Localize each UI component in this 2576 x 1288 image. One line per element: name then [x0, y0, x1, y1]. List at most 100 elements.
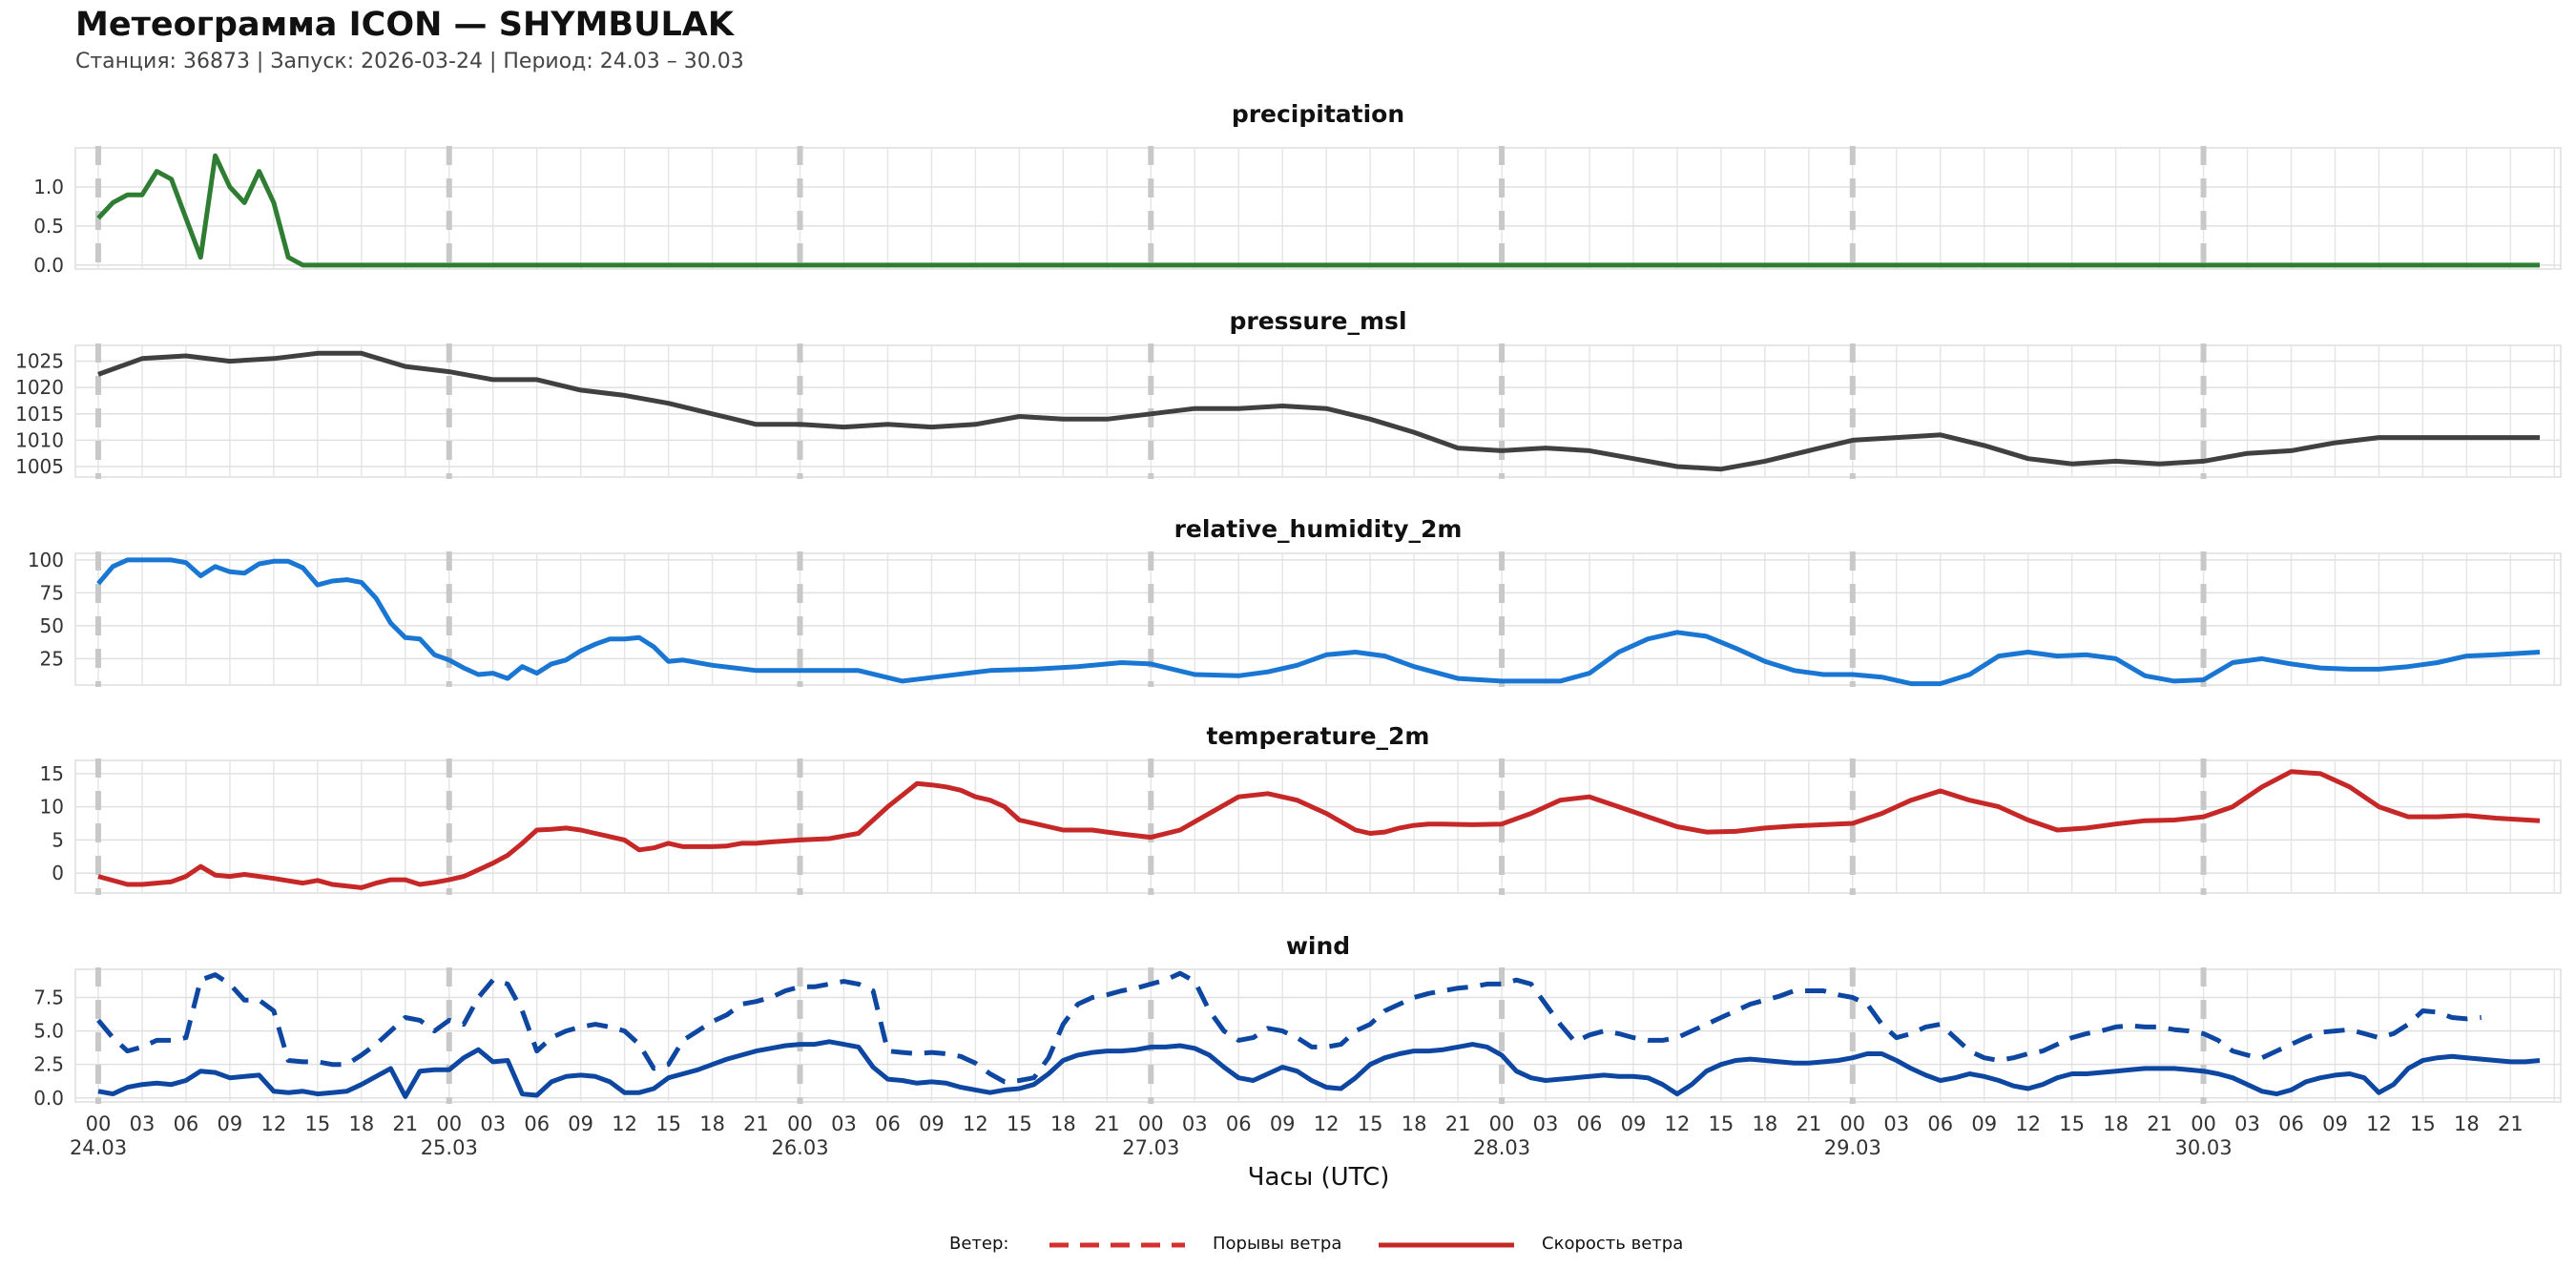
- series-line-wind: [97, 1039, 2541, 1099]
- y-tick-label: 15: [40, 762, 64, 785]
- x-tick-label: 18: [1752, 1112, 1777, 1135]
- x-tick-label: 21: [392, 1112, 418, 1135]
- x-tick-label: 09: [2322, 1112, 2348, 1135]
- legend-heading: Ветер:: [949, 1234, 1009, 1254]
- y-tick-label: 0.0: [33, 1087, 64, 1110]
- panel-frame: [74, 344, 2562, 478]
- y-tick-label: 1025: [15, 350, 64, 373]
- y-tick-label: 50: [40, 614, 64, 637]
- x-tick-label: 18: [2454, 1112, 2480, 1135]
- panel-frame: [74, 968, 2562, 1103]
- panel-frame: [74, 759, 2562, 894]
- panel-title: wind: [1286, 932, 1350, 960]
- x-tick-label: 18: [1050, 1112, 1076, 1135]
- x-tick-label: 03: [130, 1112, 156, 1135]
- series-line-wind-dashed: [96, 970, 2482, 1085]
- x-tick-label: 09: [1971, 1112, 1997, 1135]
- x-tick-label: 12: [2015, 1112, 2041, 1135]
- x-tick-label: 21: [743, 1112, 769, 1135]
- x-tick-label: 03: [1533, 1112, 1559, 1135]
- x-axis-label: Часы (UTC): [1248, 1163, 1390, 1192]
- x-tick-label: 12: [261, 1112, 287, 1135]
- x-tick-label: 21: [1796, 1112, 1821, 1135]
- x-tick-label: 09: [1270, 1112, 1296, 1135]
- x-tick-label: 03: [1883, 1112, 1909, 1135]
- x-tick-label: 12: [963, 1112, 988, 1135]
- y-tick-label: 25: [40, 647, 64, 670]
- x-tick-label: 12: [2366, 1112, 2392, 1135]
- x-tick-label: 21: [1094, 1112, 1120, 1135]
- x-tick-label: 06: [2278, 1112, 2304, 1135]
- panel-title: temperature_2m: [1207, 722, 1430, 750]
- x-tick-label: 06: [174, 1112, 199, 1135]
- x-tick-label: 09: [919, 1112, 945, 1135]
- x-day-label: 24.03: [70, 1136, 127, 1159]
- x-tick-label: 03: [831, 1112, 857, 1135]
- x-tick-label: 00: [1839, 1112, 1865, 1135]
- y-tick-label: 5: [52, 828, 64, 851]
- x-tick-label: 09: [218, 1112, 243, 1135]
- y-tick-label: 0.5: [33, 215, 64, 238]
- panel-frame: [74, 147, 2562, 270]
- chart-panels: 0.00.51.0precipitation100510101015102010…: [15, 100, 2562, 1110]
- x-tick-label: 06: [1226, 1112, 1252, 1135]
- x-day-label: 25.03: [421, 1136, 478, 1159]
- panel-title: pressure_msl: [1229, 307, 1406, 335]
- series-line-pressure_msl: [97, 350, 2540, 472]
- panel-temperature_2m: 0 5 10 15 temperature_2m: [40, 722, 2562, 895]
- panel-frame: [74, 552, 2562, 686]
- x-tick-label: 21: [2498, 1112, 2524, 1135]
- x-tick-label: 21: [2147, 1112, 2172, 1135]
- series-line-precipitation: [96, 153, 2540, 268]
- x-day-label: 29.03: [1824, 1136, 1881, 1159]
- series-line-temperature_2m: [97, 769, 2541, 890]
- page-title: Метеограмма ICON — SHYMBULAK: [75, 6, 735, 44]
- x-tick-label: 06: [875, 1112, 901, 1135]
- x-tick-label: 12: [1314, 1112, 1340, 1135]
- x-tick-label: 15: [304, 1112, 330, 1135]
- x-tick-label: 00: [2191, 1112, 2216, 1135]
- x-tick-label: 00: [787, 1112, 813, 1135]
- panel-precipitation: 0.0 0.5 1.0 precipitation: [33, 100, 2562, 277]
- legend-gust-sample: [1049, 1242, 1185, 1248]
- y-tick-label: 0: [52, 862, 64, 884]
- x-day-label: 26.03: [771, 1136, 828, 1159]
- x-tick-label: 18: [699, 1112, 725, 1135]
- x-tick-label: 18: [348, 1112, 374, 1135]
- legend-speed-label: Скорость ветра: [1542, 1234, 1684, 1254]
- x-tick-label: 18: [1402, 1112, 1427, 1135]
- x-tick-label: 15: [2410, 1112, 2436, 1135]
- x-tick-label: 00: [1138, 1112, 1164, 1135]
- y-tick-label: 1010: [15, 428, 64, 451]
- x-tick-label: 18: [2103, 1112, 2129, 1135]
- x-tick-label: 21: [1445, 1112, 1471, 1135]
- x-tick-label: 09: [568, 1112, 593, 1135]
- x-tick-label: 03: [1182, 1112, 1208, 1135]
- y-tick-label: 75: [40, 581, 64, 604]
- x-tick-label: 15: [1358, 1112, 1383, 1135]
- x-tick-label: 15: [1007, 1112, 1032, 1135]
- y-tick-label: 10: [40, 796, 64, 819]
- x-tick-label: 15: [2059, 1112, 2085, 1135]
- x-day-label: 27.03: [1122, 1136, 1179, 1159]
- y-tick-label: 5.0: [33, 1020, 64, 1043]
- x-tick-label: 00: [436, 1112, 462, 1135]
- x-tick-label: 03: [480, 1112, 506, 1135]
- legend-gust-label: Порывы ветра: [1213, 1234, 1342, 1254]
- legend-speed-sample: [1379, 1242, 1514, 1248]
- x-axis: 00 03 06 09 12 15 18 21 00 03 06 09 12 15 18 21 00 03 06 09…: [70, 1112, 2524, 1159]
- x-tick-label: 06: [1927, 1112, 1953, 1135]
- x-tick-label: 15: [1709, 1112, 1735, 1135]
- y-tick-label: 100: [28, 549, 64, 571]
- y-tick-label: 1015: [15, 403, 64, 426]
- panel-wind: 0.0 2.5 5.0 7.5 wind: [33, 932, 2562, 1110]
- panel-title: relative_humidity_2m: [1174, 515, 1463, 543]
- series-line-relative_humidity_2m: [96, 557, 2541, 687]
- panel-title: precipitation: [1232, 100, 1404, 128]
- x-tick-label: 00: [86, 1112, 112, 1135]
- page-subtitle: Станция: 36873 | Запуск: 2026-03-24 | Пе…: [75, 50, 744, 73]
- y-tick-label: 1005: [15, 455, 64, 478]
- y-tick-label: 1.0: [33, 176, 64, 198]
